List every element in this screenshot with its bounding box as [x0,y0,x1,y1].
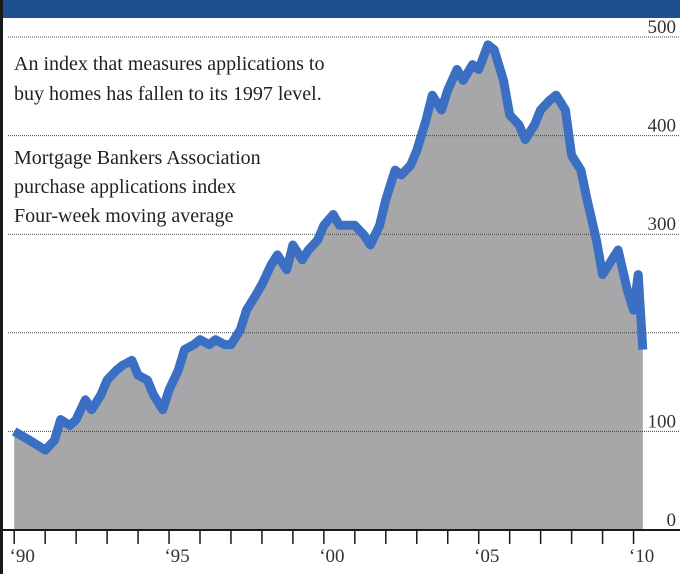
annotation: Mortgage Bankers Association [14,147,261,169]
header-bar [0,0,680,18]
x-tick-label: ‘10 [629,546,654,567]
x-tick-label: ‘00 [319,546,344,567]
line [11,40,648,455]
y-tick-label: 300 [648,214,677,235]
y-tick-label: 500 [648,17,677,38]
y-tick-label: 0 [667,510,677,531]
area [14,44,643,531]
y-tick-label: 100 [648,411,677,432]
frame-left [0,0,3,574]
annotation: An index that measures applications to [14,53,324,75]
y-tick-label: 400 [648,116,677,137]
annotation: Four-week moving average [14,205,234,227]
annotation: purchase applications index [14,176,236,198]
x-tick-label: ‘90 [10,546,35,567]
x-tick-label: ‘05 [474,546,499,567]
x-tick-label: ‘95 [164,546,189,567]
annotation: buy homes has fallen to its 1997 level. [14,83,322,105]
